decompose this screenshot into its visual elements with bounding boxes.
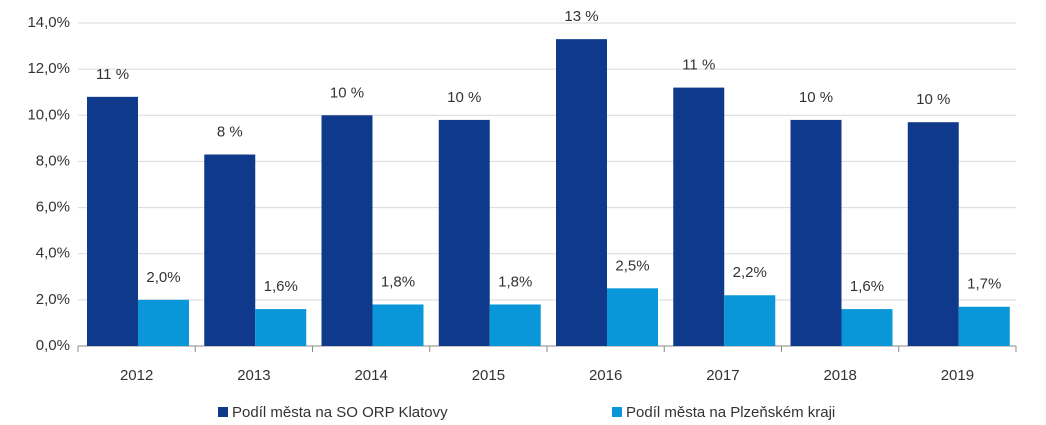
- data-label: 11 %: [682, 57, 715, 74]
- bar: [255, 309, 307, 346]
- data-label: 10 %: [330, 84, 364, 101]
- x-tick-label: 2018: [823, 367, 856, 384]
- bar: [138, 299, 189, 346]
- legend-label: Podíl města na Plzeňském kraji: [626, 404, 835, 421]
- data-label: 2,0%: [146, 269, 180, 286]
- x-tick-label: 2012: [120, 367, 153, 384]
- bar: [321, 115, 373, 347]
- y-tick-label: 0,0%: [36, 337, 70, 354]
- y-tick-label: 2,0%: [36, 291, 70, 308]
- bar: [489, 304, 541, 346]
- bar: [556, 39, 607, 347]
- data-label: 1,8%: [498, 273, 532, 290]
- legend-swatch: [218, 407, 228, 417]
- y-tick-label: 12,0%: [27, 60, 70, 77]
- bar: [438, 119, 490, 347]
- bar: [87, 96, 138, 346]
- y-tick-label: 4,0%: [36, 245, 70, 262]
- data-label: 2,5%: [615, 257, 649, 274]
- bar: [724, 295, 776, 346]
- y-tick-label: 10,0%: [27, 106, 70, 123]
- y-tick-label: 8,0%: [36, 152, 70, 169]
- bar: [841, 309, 893, 346]
- data-label: 1,6%: [264, 278, 298, 295]
- x-tick-label: 2016: [589, 367, 622, 384]
- x-tick-label: 2019: [941, 367, 974, 384]
- data-label: 13 %: [564, 8, 598, 25]
- data-label: 1,6%: [850, 278, 884, 295]
- data-label: 11 %: [96, 66, 129, 83]
- bar: [958, 306, 1010, 346]
- data-label: 10 %: [799, 89, 833, 106]
- x-tick-label: 2013: [237, 367, 270, 384]
- data-label: 2,2%: [733, 264, 767, 281]
- x-tick-label: 2014: [354, 367, 387, 384]
- bar: [204, 154, 256, 346]
- y-tick-label: 14,0%: [27, 14, 70, 31]
- y-tick-label: 6,0%: [36, 199, 70, 216]
- bar: [372, 304, 424, 346]
- data-label: 10 %: [447, 89, 481, 106]
- bar: [673, 87, 725, 346]
- bar: [607, 288, 658, 346]
- bar: [907, 122, 959, 346]
- data-label: 8 %: [217, 123, 243, 140]
- data-label: 10 %: [916, 91, 950, 108]
- x-tick-label: 2015: [472, 367, 505, 384]
- x-tick-label: 2017: [706, 367, 739, 384]
- legend-label: Podíl města na SO ORP Klatovy: [232, 404, 448, 421]
- bar: [790, 119, 842, 347]
- data-label: 1,8%: [381, 273, 415, 290]
- legend-swatch: [612, 407, 622, 417]
- data-label: 1,7%: [967, 276, 1001, 293]
